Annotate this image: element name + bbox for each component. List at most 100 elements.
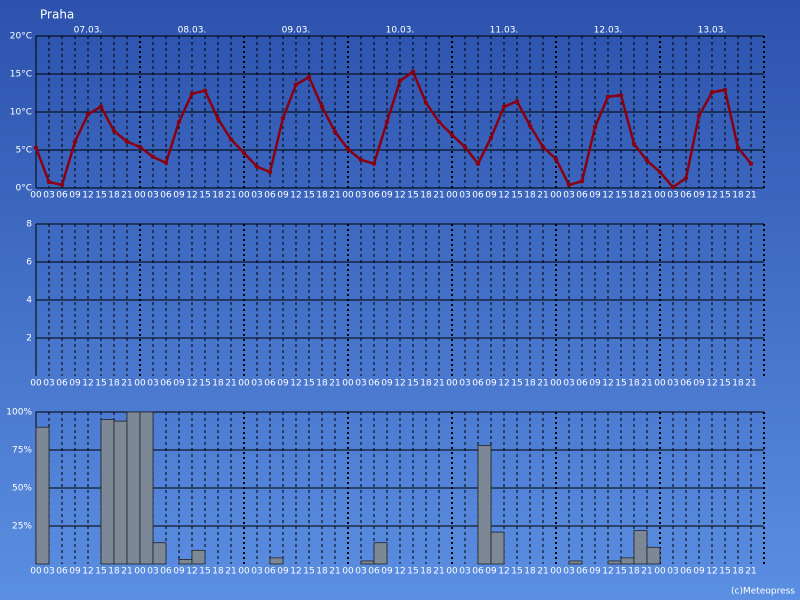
x-tick-label: 21 <box>641 567 652 577</box>
x-tick-label: 03 <box>459 379 470 389</box>
x-tick-label: 03 <box>355 191 366 201</box>
point <box>202 88 208 93</box>
x-tick-label: 09 <box>277 567 289 577</box>
x-tick-label: 15 <box>719 379 730 389</box>
x-tick-label: 09 <box>69 191 81 201</box>
x-tick-label: 09 <box>589 379 601 389</box>
x-tick-label: 18 <box>316 379 328 389</box>
x-tick-label: 03 <box>563 567 574 577</box>
x-tick-label: 06 <box>576 379 588 389</box>
x-tick-label: 12 <box>82 379 93 389</box>
point <box>449 132 455 137</box>
x-tick-label: 00 <box>342 379 354 389</box>
x-tick-label: 06 <box>576 191 588 201</box>
day-label: 11.03. <box>490 26 519 36</box>
x-tick-label: 06 <box>576 567 588 577</box>
point <box>280 115 286 121</box>
point <box>176 119 182 125</box>
point <box>111 128 117 134</box>
y-tick-label: 6 <box>26 258 32 268</box>
day-label: 10.03. <box>386 26 415 36</box>
x-tick-label: 00 <box>550 191 562 201</box>
x-tick-label: 03 <box>667 567 678 577</box>
point <box>709 90 715 95</box>
x-tick-label: 03 <box>459 191 470 201</box>
x-tick-label: 15 <box>95 567 106 577</box>
day-label: 12.03. <box>594 26 623 36</box>
x-tick-label: 03 <box>667 379 678 389</box>
y-tick-label: 0°C <box>15 184 32 194</box>
x-tick-label: 12 <box>706 191 717 201</box>
point <box>748 161 754 166</box>
y-tick-label: 50% <box>12 484 32 494</box>
x-tick-label: 21 <box>537 191 548 201</box>
x-tick-label: 18 <box>420 567 432 577</box>
day-label: 08.03. <box>178 26 207 36</box>
x-tick-label: 18 <box>524 379 536 389</box>
x-tick-label: 06 <box>680 379 692 389</box>
x-tick-label: 00 <box>654 379 666 389</box>
x-tick-label: 00 <box>550 379 562 389</box>
x-tick-label: 12 <box>82 567 93 577</box>
x-tick-label: 00 <box>238 567 250 577</box>
x-tick-label: 06 <box>160 567 172 577</box>
x-tick-label: 09 <box>381 567 393 577</box>
point <box>46 179 52 185</box>
point <box>722 87 728 93</box>
point <box>462 144 468 150</box>
x-tick-label: 06 <box>56 191 68 201</box>
x-tick-label: 03 <box>251 567 262 577</box>
y-tick-label: 25% <box>12 522 32 532</box>
bar <box>139 411 154 565</box>
x-tick-label: 18 <box>732 191 744 201</box>
x-tick-label: 15 <box>95 379 106 389</box>
x-tick-label: 09 <box>277 379 289 389</box>
point <box>98 104 104 109</box>
x-tick-label: 06 <box>264 379 276 389</box>
bar <box>490 531 505 565</box>
point <box>514 99 520 104</box>
credit: (c)Meteopress <box>731 587 795 597</box>
x-tick-label: 21 <box>225 567 236 577</box>
x-tick-label: 18 <box>212 567 224 577</box>
x-tick-label: 12 <box>498 191 509 201</box>
x-tick-label: 15 <box>511 379 522 389</box>
point <box>124 139 130 144</box>
point <box>670 185 676 190</box>
point <box>59 182 65 188</box>
x-tick-label: 06 <box>368 379 380 389</box>
y-tick-label: 4 <box>26 296 32 306</box>
y-tick-label: 20°C <box>10 32 32 42</box>
day-label: 13.03. <box>698 26 727 36</box>
point <box>33 145 39 150</box>
x-tick-label: 18 <box>212 379 224 389</box>
point <box>228 137 234 142</box>
x-tick-label: 12 <box>498 567 509 577</box>
x-tick-label: 00 <box>30 191 42 201</box>
x-tick-label: 03 <box>459 567 470 577</box>
x-tick-label: 12 <box>394 379 405 389</box>
point <box>592 125 598 130</box>
day-label: 07.03. <box>74 26 103 36</box>
x-tick-label: 09 <box>485 567 497 577</box>
point <box>579 178 585 184</box>
x-tick-label: 15 <box>407 379 418 389</box>
point <box>410 69 416 74</box>
x-tick-label: 00 <box>446 567 458 577</box>
x-tick-label: 21 <box>641 379 652 389</box>
x-tick-label: 09 <box>173 191 185 201</box>
x-tick-label: 12 <box>602 567 613 577</box>
x-tick-label: 12 <box>290 379 301 389</box>
x-tick-label: 21 <box>121 567 132 577</box>
x-tick-label: 12 <box>186 191 197 201</box>
point <box>72 139 78 144</box>
x-tick-label: 00 <box>134 567 146 577</box>
x-tick-label: 15 <box>303 191 314 201</box>
x-tick-label: 12 <box>706 379 717 389</box>
x-tick-label: 00 <box>134 191 146 201</box>
x-tick-label: 00 <box>446 191 458 201</box>
x-tick-label: 21 <box>745 567 756 577</box>
x-tick-label: 15 <box>615 191 626 201</box>
bar <box>100 419 115 565</box>
x-tick-label: 06 <box>368 567 380 577</box>
